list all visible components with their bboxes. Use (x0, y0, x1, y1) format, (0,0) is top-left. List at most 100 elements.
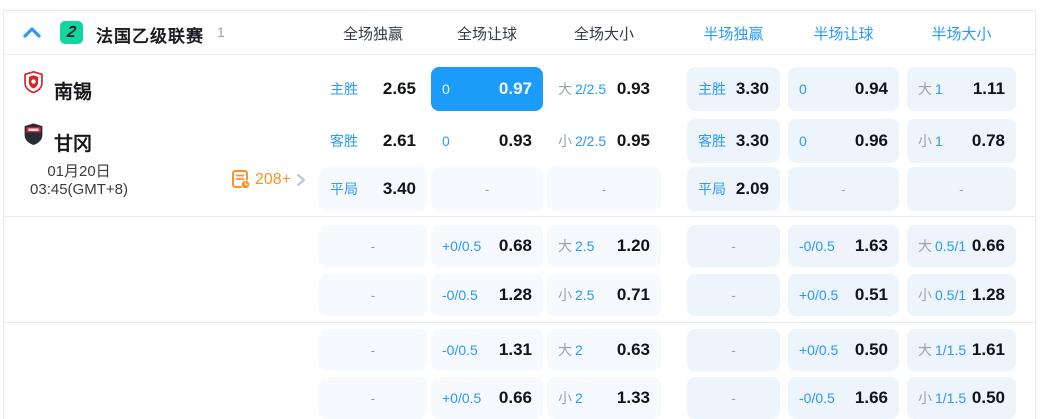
odds-cell-handicap[interactable]: 0 0.97 (431, 67, 543, 111)
group-separator (4, 216, 1035, 217)
empty-odds-dash: - (601, 181, 607, 197)
empty-odds-dash: - (731, 238, 736, 254)
odds-cell-empty: - (431, 167, 543, 211)
odds-cell-handicap[interactable]: -0/0.5 1.66 (788, 377, 899, 419)
odds-cell-win[interactable]: 主胜 2.65 (319, 67, 427, 111)
odds-value: 0.50 (854, 340, 888, 359)
markets-list-icon (232, 170, 251, 190)
odds-cell-empty: - (319, 329, 427, 371)
odds-value: 3.30 (735, 79, 769, 98)
odds-cell-empty: - (788, 167, 899, 211)
odds-label: 大 0.5/1 (918, 238, 967, 254)
odds-value: 1.66 (854, 388, 888, 407)
empty-odds-dash: - (370, 342, 376, 358)
odds-value: 0.97 (498, 79, 532, 98)
odds-cell-ou[interactable]: 大 1/1.5 1.61 (907, 329, 1016, 371)
empty-odds-dash: - (731, 342, 736, 358)
away-team-badge (24, 123, 43, 145)
odds-label: +0/0.5 (442, 238, 482, 254)
match-time: 03:45(GMT+8) (30, 181, 128, 198)
odds-label: 小 1/1.5 (918, 390, 967, 406)
odds-cell-ou[interactable]: 大 2 0.63 (547, 329, 661, 371)
odds-cell-handicap[interactable]: -0/0.5 1.28 (431, 274, 543, 316)
odds-value: 0.78 (971, 131, 1005, 150)
more-markets-button[interactable]: 208+ (232, 169, 307, 191)
odds-cell-ou[interactable]: 大 2/2.5 0.93 (547, 67, 661, 111)
odds-value: 3.30 (735, 131, 769, 150)
column-header-full-2: 全场大小 (573, 25, 634, 43)
odds-value: 0.94 (854, 79, 888, 98)
league-name: 法国乙级联赛 (96, 27, 204, 46)
odds-cell-handicap[interactable]: +0/0.5 0.50 (788, 329, 899, 371)
odds-value: 0.50 (971, 388, 1005, 407)
odds-cell-handicap[interactable]: +0/0.5 0.66 (431, 377, 543, 419)
odds-value: 1.63 (854, 236, 888, 255)
odds-board: 2 法国乙级联赛 1 全场独赢 全场让球 全场大小 半场独赢 半场让球 半场大小 南锡 甘… (3, 10, 1036, 419)
odds-cell-ou[interactable]: 小 1/1.5 0.50 (907, 377, 1016, 419)
odds-value: 0.66 (498, 388, 532, 407)
home-team-badge (24, 71, 43, 93)
empty-odds-dash: - (484, 181, 490, 197)
odds-cell-handicap[interactable]: +0/0.5 0.68 (431, 225, 543, 267)
odds-label: +0/0.5 (442, 390, 482, 406)
odds-cell-handicap[interactable]: 0 0.96 (788, 119, 899, 163)
over-under-side: 小 (918, 287, 932, 303)
odds-cell-handicap[interactable]: 0 0.93 (431, 119, 543, 163)
odds-value: 0.93 (498, 131, 532, 150)
odds-cell-ou[interactable]: 小 0.5/1 1.28 (907, 274, 1016, 316)
odds-cell-win[interactable]: 平局 3.40 (319, 167, 427, 211)
over-under-side: 小 (558, 287, 572, 303)
odds-label: 0 (442, 133, 450, 149)
odds-cell-ou[interactable]: 大 2.5 1.20 (547, 225, 661, 267)
odds-cell-handicap[interactable]: 0 0.94 (788, 67, 899, 111)
odds-value: 0.51 (854, 285, 888, 304)
empty-odds-dash: - (370, 390, 376, 406)
odds-cell-handicap[interactable]: -0/0.5 1.63 (788, 225, 899, 267)
odds-cell-ou[interactable]: 小 2/2.5 0.95 (547, 119, 661, 163)
odds-value: 2.61 (382, 131, 416, 150)
empty-odds-dash: - (959, 181, 964, 197)
odds-label: -0/0.5 (799, 390, 835, 406)
odds-cell-handicap[interactable]: -0/0.5 1.31 (431, 329, 543, 371)
league-logo-icon: 2 (60, 21, 83, 44)
odds-cell-ou[interactable]: 小 1 0.78 (907, 119, 1016, 163)
odds-cell-win[interactable]: 客胜 3.30 (687, 119, 780, 163)
odds-cell-win[interactable]: 客胜 2.61 (319, 119, 427, 163)
group-separator (4, 322, 1035, 323)
over-under-side: 大 (918, 238, 932, 254)
odds-cell-ou[interactable]: 小 2.5 0.71 (547, 274, 661, 316)
odds-value: 1.61 (971, 340, 1005, 359)
odds-label: 小 0.5/1 (918, 287, 967, 303)
odds-label: 平局 (330, 181, 358, 197)
odds-cell-ou[interactable]: 大 1 1.11 (907, 67, 1016, 111)
odds-label: 0 (799, 133, 807, 149)
odds-cell-win[interactable]: 平局 2.09 (687, 167, 780, 211)
away-team-name: 甘冈 (54, 134, 93, 155)
over-under-side: 大 (558, 238, 572, 254)
empty-odds-dash: - (370, 238, 376, 254)
empty-odds-dash: - (731, 390, 736, 406)
odds-cell-handicap[interactable]: +0/0.5 0.51 (788, 274, 899, 316)
home-team-name: 南锡 (54, 82, 93, 103)
collapse-button[interactable] (20, 22, 44, 44)
odds-value: 0.68 (498, 236, 532, 255)
league-match-count: 1 (217, 24, 225, 40)
odds-value: 0.96 (854, 131, 888, 150)
more-markets-count: 208+ (255, 171, 292, 188)
odds-label: 0 (799, 81, 807, 97)
odds-cell-ou[interactable]: 小 2 1.33 (547, 377, 661, 419)
empty-odds-dash: - (370, 287, 376, 303)
over-under-side: 大 (918, 81, 932, 97)
odds-cell-win[interactable]: 主胜 3.30 (687, 67, 780, 111)
column-header-full-0: 全场独赢 (342, 25, 403, 43)
odds-value: 0.93 (616, 79, 650, 98)
odds-label: 大 2.5 (558, 238, 595, 254)
odds-value: 0.63 (616, 340, 650, 359)
odds-label: 0 (442, 81, 450, 97)
odds-cell-ou[interactable]: 大 0.5/1 0.66 (907, 225, 1016, 267)
chevron-right-icon (296, 173, 306, 187)
odds-cell-empty: - (319, 274, 427, 316)
odds-label: +0/0.5 (799, 287, 839, 303)
